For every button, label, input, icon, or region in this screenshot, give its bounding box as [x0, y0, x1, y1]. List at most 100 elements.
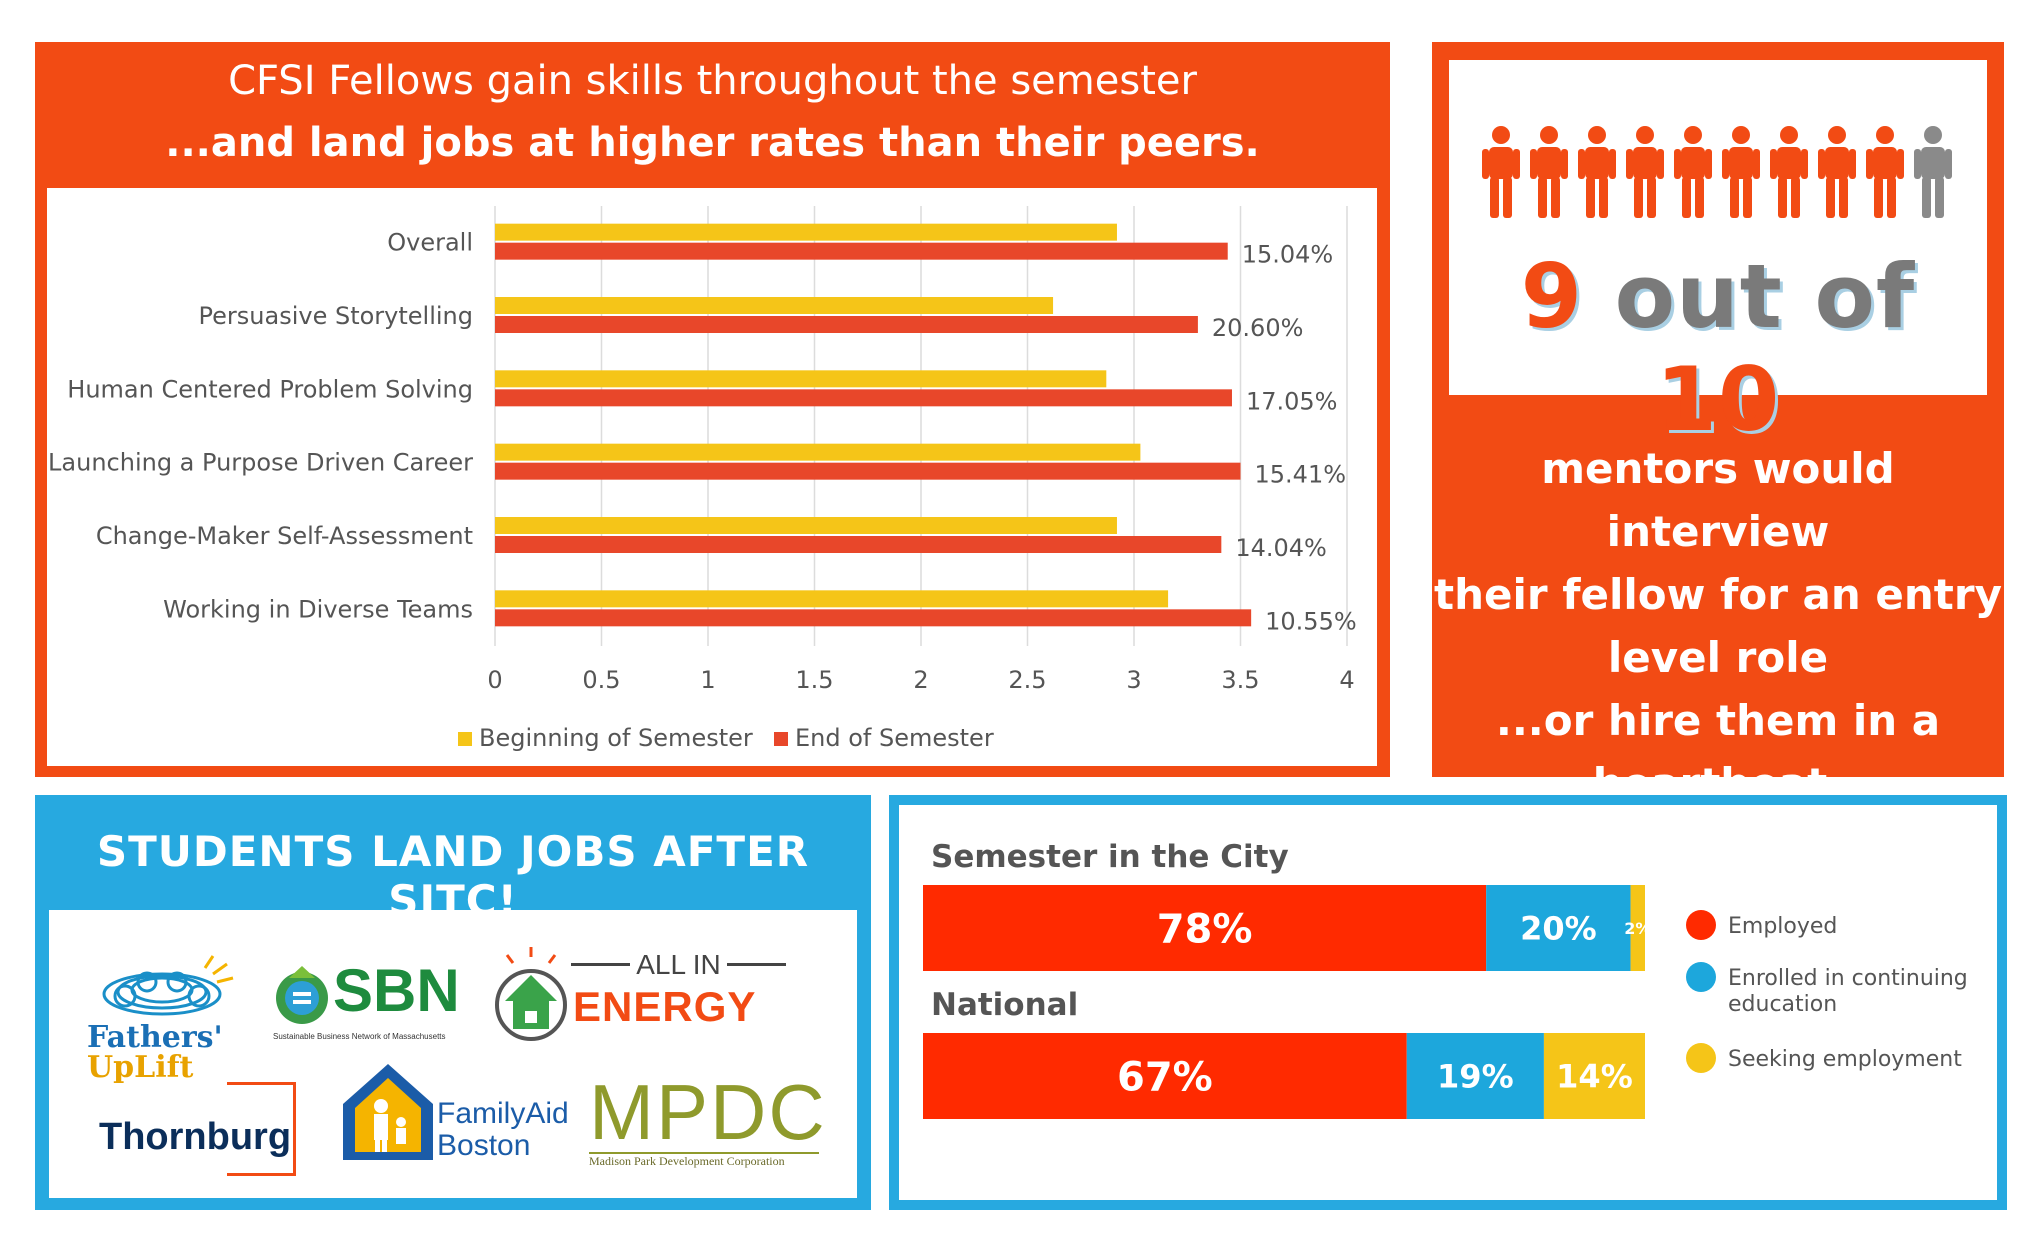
sbn-text: SBN [333, 957, 460, 1024]
segment-label: 67% [1117, 1054, 1213, 1100]
person-leg [1730, 177, 1739, 218]
mentor-stat-box: 9 out of 10 [1449, 60, 1987, 451]
legend-label-beginning: Beginning of Semester [479, 724, 753, 752]
person-body [1633, 147, 1657, 179]
person-leg [1682, 177, 1691, 218]
mentor-text-line: mentors would interview [1541, 444, 1895, 556]
person-arm [1945, 149, 1952, 179]
person-arm [1657, 149, 1664, 179]
stat-total: 10 [1655, 348, 1781, 451]
category-label: Human Centered Problem Solving [67, 375, 473, 403]
bar-beginning [495, 517, 1117, 534]
person-leg [1634, 177, 1643, 218]
person-leg [1743, 177, 1752, 218]
mentor-text: mentors would interview their fellow for… [1432, 437, 2004, 815]
person-head [1588, 126, 1606, 144]
person-body [1873, 147, 1897, 179]
person-arm [1818, 149, 1825, 179]
outcomes-chart-svg: Semester in the City 78% 20% 2% National 67% 1… [923, 839, 1968, 1119]
skills-chart-svg: 0 0.5 1 1.5 2 2.5 3 3.5 4 Overall 15.04% Persuasive… [48, 206, 1357, 752]
mentor-stat: 9 out of 10 [1449, 245, 1987, 451]
segment-label: 20% [1520, 910, 1597, 948]
bar-end [495, 609, 1252, 627]
person-leg [1503, 177, 1512, 218]
person-leg [1586, 177, 1595, 218]
thornburg-text: Thornburg [99, 1116, 292, 1158]
person-head [1924, 126, 1942, 144]
person-arm [1674, 149, 1681, 179]
person-body [1921, 147, 1945, 179]
bar-end [495, 242, 1228, 260]
energy-text: ENERGY [573, 983, 757, 1030]
segment-employed [923, 885, 1487, 971]
person-leg [1778, 177, 1787, 218]
person-arm [1897, 149, 1904, 179]
x-tick-label: 3.5 [1221, 666, 1259, 694]
x-tick-label: 2.5 [1008, 666, 1046, 694]
person-arm [1801, 149, 1808, 179]
category-label: Launching a Purpose Driven Career [48, 449, 473, 477]
segment-label: 19% [1437, 1058, 1514, 1096]
x-tick-label: 3 [1126, 666, 1141, 694]
mentors-panel: 9 out of 10 mentors would interview thei… [1432, 42, 2004, 808]
legend-swatch-end [774, 732, 788, 746]
person-leg [1839, 177, 1848, 218]
row-label: National [931, 987, 1078, 1023]
person-leg [1874, 177, 1883, 218]
fathers-uplift-text1: Fathers' [87, 1020, 223, 1055]
category-label: Overall [387, 229, 473, 257]
person-icon-highlighted [1770, 126, 1808, 218]
person-leg [1791, 177, 1800, 218]
bar-beginning [495, 590, 1169, 608]
person-icon-highlighted [1578, 126, 1616, 218]
person-arm [1722, 149, 1729, 179]
person-icon-highlighted [1626, 126, 1664, 218]
segment-label: 14% [1556, 1058, 1633, 1096]
legend-label: Employed [1728, 914, 1837, 939]
person-body [1777, 147, 1801, 179]
legend-label-end: End of Semester [795, 724, 994, 752]
person-icon-highlighted [1482, 126, 1520, 218]
data-label: 17.05% [1246, 387, 1338, 415]
bar-end [495, 462, 1241, 480]
segment-seeking [1543, 1033, 1645, 1119]
all-in-label: ALL IN [630, 949, 727, 980]
sbn-subtext: Sustainable Business Network of Massachu… [273, 1032, 446, 1041]
person-icon [1914, 126, 1952, 218]
person-leg [1695, 177, 1704, 218]
outcomes-panel: Semester in the City 78% 20% 2% National 67% 1… [889, 795, 2007, 1210]
x-tick-label: 0 [487, 666, 502, 694]
legend-label: education [1728, 992, 1837, 1017]
mentor-text-line: ...or hire them in a [1495, 696, 1941, 745]
segment-enrolled [1406, 1033, 1544, 1119]
person-arm [1705, 149, 1712, 179]
person-leg [1551, 177, 1560, 218]
segment-label: 78% [1157, 906, 1253, 952]
person-arm [1914, 149, 1921, 179]
fathers-uplift-logo: Fathers' UpLift [87, 952, 237, 1092]
person-arm [1753, 149, 1760, 179]
person-head [1828, 126, 1846, 144]
segment-seeking [1630, 885, 1645, 971]
person-head [1492, 126, 1510, 144]
all-in-energy-logo: ALL IN ENERGY [489, 945, 789, 1055]
bar-beginning [495, 223, 1117, 241]
data-label: 14.04% [1235, 534, 1327, 562]
data-label: 15.41% [1255, 461, 1347, 489]
data-label: 20.60% [1212, 314, 1304, 342]
person-arm [1609, 149, 1616, 179]
person-leg [1647, 177, 1656, 218]
person-head [1732, 126, 1750, 144]
stat-number: 9 [1520, 245, 1584, 348]
skills-panel: CFSI Fellows gain skills throughout the … [35, 42, 1390, 777]
familyaid-house-icon [343, 1064, 433, 1160]
legend-label: Enrolled in continuing [1728, 966, 1968, 991]
bar-beginning [495, 370, 1107, 388]
legend-swatch-beginning [458, 732, 472, 746]
familyaid-logo: FamilyAid Boston [339, 1060, 589, 1170]
person-arm [1561, 149, 1568, 179]
employers-panel: STUDENTS LAND JOBS AFTER SITC! Fathers' … [35, 795, 871, 1210]
familyaid-text2: Boston [437, 1129, 531, 1162]
person-arm [1482, 149, 1489, 179]
person-arm [1530, 149, 1537, 179]
